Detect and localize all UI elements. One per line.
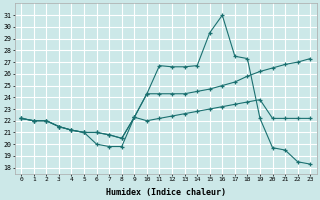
X-axis label: Humidex (Indice chaleur): Humidex (Indice chaleur): [106, 188, 226, 197]
